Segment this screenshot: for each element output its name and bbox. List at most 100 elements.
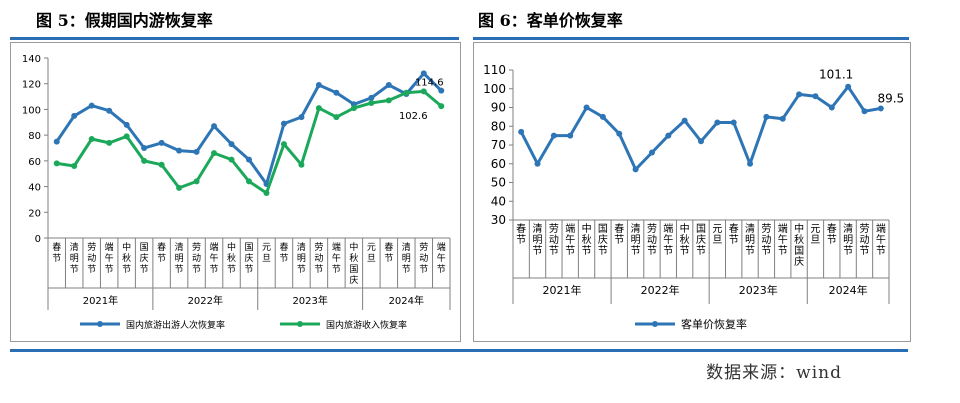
fig5-x-tick-label: 秋 (122, 252, 131, 264)
fig6-x-tick-label: 庆 (598, 233, 608, 246)
fig6-x-tick-label: 春 (614, 223, 624, 235)
fig5-x-tick-label: 节 (52, 253, 61, 264)
fig5-x-tick-label: 国 (140, 242, 149, 253)
fig6-data-label: 101.1 (819, 68, 853, 82)
fig5-x-tick-label: 明 (402, 253, 411, 264)
fig5-x-tick-label: 节 (297, 264, 306, 275)
fig6-series-0-point (828, 104, 835, 111)
fig6-x-tick-label: 动 (761, 234, 771, 246)
fig5-x-tick-label: 节 (157, 253, 166, 264)
fig5-series-1-point (350, 105, 357, 112)
fig5-x-tick-label: 劳 (314, 241, 323, 253)
fig6-x-tick-label: 午 (565, 233, 575, 246)
fig6-y-tick-label: 80 (491, 119, 506, 133)
fig5-series-1-point (193, 178, 200, 185)
fig5-x-tick-label: 端 (210, 241, 219, 253)
fig5-x-tick-label: 午 (332, 252, 341, 264)
fig5-x-tick-label: 节 (210, 264, 219, 275)
fig5-x-tick-label: 端 (437, 241, 446, 253)
fig5-series-1-point (315, 105, 322, 112)
fig5-series-0-point (211, 123, 218, 130)
fig6-x-tick-label: 节 (876, 245, 886, 257)
fig5-x-tick-label: 春 (157, 241, 166, 253)
fig5-x-tick-label: 动 (192, 253, 201, 264)
bottom-rule (10, 349, 908, 352)
fig6-series-0-point (714, 119, 721, 126)
fig5-series-0-point (420, 70, 427, 77)
fig5-series-line-0 (55, 71, 443, 186)
fig6-series-0-point (730, 119, 737, 126)
fig6-y-tick-label: 30 (491, 213, 506, 227)
fig6-series-0-point (845, 83, 852, 90)
fig5-series-1-point (141, 157, 148, 164)
fig5-x-tick-label: 元 (262, 243, 271, 253)
fig5-x-tick-label: 端 (332, 241, 341, 253)
fig5-x-tick-label: 节 (332, 264, 341, 275)
fig6-series-0-point (632, 166, 639, 173)
fig6-x-tick-label: 春 (827, 223, 837, 235)
fig6-x-tick-label: 清 (745, 222, 755, 235)
fig5-series-0-point (123, 121, 130, 128)
fig5-series-0-point (176, 147, 183, 154)
fig6-y-tick-label: 40 (491, 194, 506, 208)
fig5-series-1-point (71, 163, 78, 169)
fig6-x-tick-label: 国 (598, 223, 608, 235)
fig5-series-0-point (88, 102, 95, 109)
fig5-x-tick-label: 节 (402, 264, 411, 275)
fig5-x-tick-label: 中 (349, 241, 358, 253)
fig5-y-tick-label: 0 (35, 234, 41, 245)
fig5-x-tick-label: 庆 (140, 252, 149, 264)
fig5-series-0-point (438, 87, 445, 94)
fig6-x-tick-label: 动 (859, 234, 869, 246)
fig5-series-1-point (246, 178, 252, 185)
fig6-series-0-point (681, 117, 688, 124)
figure5-chart: 020406080100120140春节清明节劳动节端午节中秋节国庆节春节清明节… (22, 54, 451, 331)
fig6-series-0-point (796, 91, 803, 98)
fig5-x-tick-label: 端 (105, 241, 114, 253)
fig6-x-tick-label: 中 (582, 222, 592, 235)
fig6-group-label: 2024年 (829, 283, 868, 297)
figure6-chart: 30405060708090100110春节清明节劳动节端午节中秋节国庆节春节清… (483, 63, 904, 331)
fig6-legend-marker-0 (652, 321, 658, 327)
fig5-x-tick-label: 明 (70, 253, 79, 264)
fig6-x-tick-label: 劳 (549, 222, 559, 235)
fig5-x-tick-label: 节 (192, 264, 201, 275)
fig5-x-tick-label: 秋 (349, 252, 358, 264)
fig6-x-tick-label: 秋 (582, 233, 592, 246)
fig6-x-tick-label: 中 (680, 222, 690, 235)
fig6-x-tick-label: 劳 (647, 222, 657, 235)
fig5-series-1-point (438, 103, 445, 110)
fig5-series-0-point (141, 145, 148, 151)
fig6-x-tick-label: 节 (582, 245, 592, 257)
fig6-series-0-point (648, 149, 655, 156)
fig6-y-tick-label: 110 (483, 63, 506, 77)
fig6-x-tick-label: 节 (598, 245, 608, 257)
fig5-series-1-point (280, 141, 287, 148)
fig6-x-tick-label: 节 (778, 245, 788, 257)
fig5-series-1-point (123, 133, 130, 140)
fig6-x-tick-label: 旦 (810, 234, 820, 246)
fig5-y-tick-label: 40 (28, 183, 41, 194)
fig5-y-tick-label: 140 (22, 54, 41, 65)
fig5-group-label: 2022年 (188, 294, 223, 307)
fig6-series-0-point (567, 132, 574, 139)
fig5-x-tick-label: 节 (105, 264, 114, 275)
fig5-y-tick-label: 20 (28, 208, 41, 219)
fig6-x-tick-label: 节 (696, 245, 706, 257)
fig6-x-tick-label: 节 (614, 234, 624, 246)
fig5-x-tick-label: 劳 (192, 241, 201, 253)
fig6-series-0-point (779, 115, 786, 122)
fig5-series-0-point (298, 114, 305, 121)
figure6-panel (473, 42, 911, 342)
fig6-series-0-point (812, 93, 819, 100)
fig5-series-1-point (88, 136, 95, 142)
fig5-series-1-point (403, 89, 410, 96)
fig5-x-tick-label: 节 (70, 264, 79, 275)
fig5-x-tick-label: 春 (52, 241, 61, 253)
fig6-series-0-point (747, 160, 754, 167)
fig6-x-tick-label: 动 (647, 234, 657, 246)
fig6-series-0-point (583, 104, 590, 111)
fig6-x-tick-label: 国 (794, 245, 804, 257)
fig5-group-label: 2021年 (83, 294, 118, 307)
fig5-x-tick-label: 庆 (349, 274, 358, 286)
